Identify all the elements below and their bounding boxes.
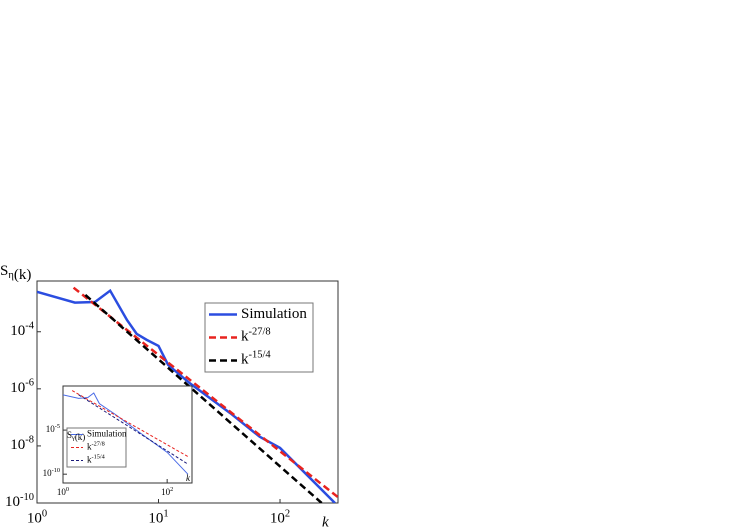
legend-label: k-15/4 xyxy=(241,350,271,368)
y-tick-label: 10-6 xyxy=(10,378,34,396)
series-line xyxy=(72,286,338,499)
y-tick-label: 10-10 xyxy=(5,492,34,510)
y-tick-label: 10-4 xyxy=(10,321,34,339)
series-line xyxy=(71,390,189,457)
legend-label: k-27/8 xyxy=(87,441,105,452)
legend-label: k-27/8 xyxy=(241,327,271,345)
series-line xyxy=(84,293,323,503)
series-line xyxy=(63,392,189,475)
x-tick-label: 100 xyxy=(27,509,47,527)
plot: 100 102 10-10 10-5 Simulation k-27/8 k-15/4 k Sγ… xyxy=(43,385,193,497)
legend-label: Simulation xyxy=(241,306,307,322)
x-tick-label: 102 xyxy=(161,486,173,497)
legend-label: k-15/4 xyxy=(87,454,106,465)
x-axis-label: k xyxy=(322,514,329,529)
y-tick-label: 10-10 xyxy=(43,467,60,478)
legend-label: Simulation xyxy=(87,429,127,439)
x-tick-label: 102 xyxy=(270,509,290,527)
x-tick-label: 101 xyxy=(148,509,168,527)
y-tick-label: 10-8 xyxy=(10,435,34,453)
y-tick-label: 10-5 xyxy=(46,423,60,434)
x-tick-label: 100 xyxy=(57,486,69,497)
y-axis-label: Sγ(k) xyxy=(67,430,85,442)
x-axis-label: k xyxy=(186,473,191,483)
series-line xyxy=(78,394,189,465)
y-axis-label: Sη(k) xyxy=(0,263,31,283)
